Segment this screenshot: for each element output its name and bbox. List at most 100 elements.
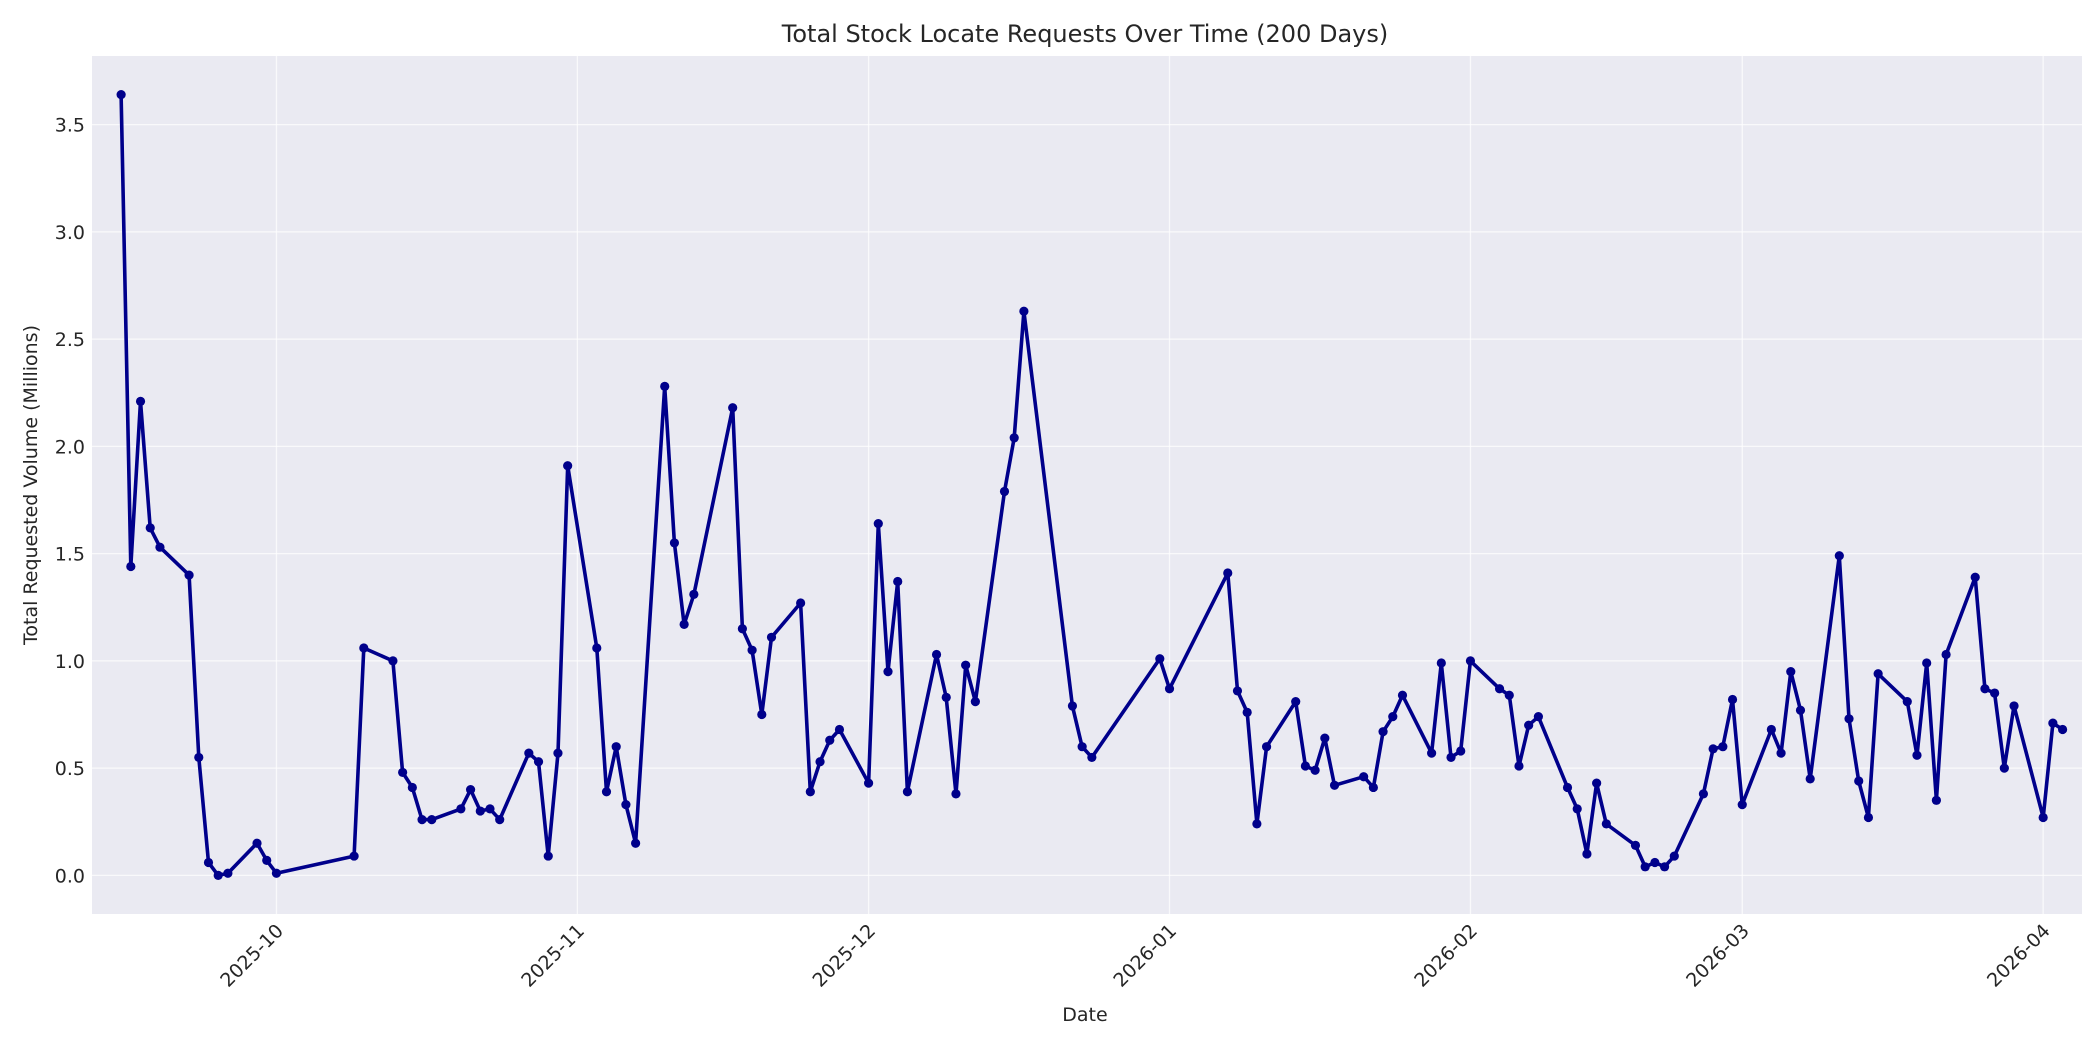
x-tick-label: 2026-03 bbox=[1682, 920, 1754, 992]
x-axis-ticks: 2025-10 2025-11 2025-12 2026-01 2026-02 2026-… bbox=[216, 920, 2054, 992]
chart-title: Total Stock Locate Requests Over Time (2… bbox=[781, 20, 1388, 48]
data-point bbox=[2057, 724, 2068, 735]
data-point bbox=[194, 752, 204, 763]
data-point bbox=[543, 851, 553, 861]
data-point bbox=[1514, 761, 1524, 771]
series-line bbox=[119, 92, 2065, 878]
y-tick-label: 0.0 bbox=[55, 865, 85, 887]
data-point bbox=[427, 815, 437, 825]
data-point bbox=[1805, 774, 1815, 784]
data-point bbox=[252, 838, 262, 848]
data-point bbox=[2048, 718, 2058, 728]
y-tick-label: 2.5 bbox=[55, 329, 85, 351]
data-point bbox=[1359, 772, 1369, 782]
data-point bbox=[1524, 720, 1534, 730]
data-point bbox=[155, 542, 165, 552]
data-point bbox=[1990, 688, 2000, 698]
y-tick-label: 2.0 bbox=[55, 436, 85, 458]
data-point bbox=[126, 561, 136, 572]
data-point bbox=[1630, 840, 1641, 850]
x-tick-label: 2025-11 bbox=[517, 920, 589, 992]
data-point bbox=[766, 632, 777, 642]
data-point bbox=[689, 589, 699, 599]
data-point bbox=[863, 778, 874, 788]
data-point bbox=[203, 857, 214, 868]
data-point bbox=[1999, 763, 2009, 773]
y-tick-label: 3.0 bbox=[55, 222, 85, 244]
data-point bbox=[1776, 748, 1786, 758]
data-point bbox=[1659, 862, 1670, 872]
data-point bbox=[796, 598, 806, 608]
data-point bbox=[970, 697, 980, 707]
data-point bbox=[1378, 727, 1388, 737]
data-point bbox=[456, 804, 466, 814]
series-points bbox=[116, 90, 2068, 880]
data-point bbox=[621, 800, 631, 810]
data-point bbox=[883, 667, 893, 677]
data-point bbox=[1242, 707, 1252, 717]
data-point bbox=[728, 403, 738, 413]
data-point bbox=[1087, 752, 1097, 763]
x-axis-label: Date bbox=[1062, 1004, 1107, 1026]
data-point bbox=[1854, 776, 1864, 786]
data-point bbox=[805, 787, 815, 797]
data-point bbox=[834, 724, 845, 735]
data-point bbox=[601, 787, 612, 797]
y-tick-label: 1.5 bbox=[55, 544, 85, 566]
data-point bbox=[1718, 742, 1728, 752]
data-point bbox=[2038, 812, 2048, 823]
data-point bbox=[737, 624, 747, 634]
data-point bbox=[931, 649, 942, 660]
y-axis-label: Total Requested Volume (Millions) bbox=[20, 325, 42, 646]
data-point bbox=[223, 868, 233, 878]
data-point bbox=[1970, 572, 1980, 582]
data-point bbox=[1261, 742, 1272, 752]
data-point bbox=[941, 692, 951, 702]
data-point bbox=[1562, 782, 1573, 793]
data-point bbox=[1368, 782, 1378, 793]
data-point bbox=[873, 519, 883, 529]
data-point bbox=[417, 815, 427, 825]
data-point bbox=[1766, 724, 1776, 735]
y-axis-ticks: 0.0 0.5 1.0 1.5 2.0 2.5 3.0 3.5 bbox=[55, 115, 85, 888]
data-point bbox=[1708, 744, 1718, 754]
y-tick-label: 3.5 bbox=[55, 115, 85, 137]
data-point bbox=[1912, 750, 1922, 760]
data-point bbox=[1601, 819, 1611, 829]
data-point bbox=[1494, 684, 1505, 694]
data-point bbox=[485, 804, 495, 814]
data-point bbox=[398, 767, 408, 778]
data-point bbox=[592, 643, 602, 653]
data-point bbox=[135, 396, 146, 406]
data-point bbox=[1223, 568, 1233, 578]
data-point bbox=[2009, 701, 2019, 711]
data-point bbox=[388, 656, 398, 666]
data-point bbox=[1320, 733, 1330, 743]
data-point bbox=[524, 748, 534, 758]
data-point bbox=[533, 757, 544, 767]
data-point bbox=[553, 748, 563, 758]
data-point bbox=[145, 523, 155, 533]
data-point bbox=[1572, 804, 1582, 814]
data-point bbox=[669, 538, 680, 548]
data-point bbox=[893, 576, 903, 587]
data-point bbox=[1844, 714, 1854, 724]
data-point bbox=[611, 742, 621, 752]
data-point bbox=[1980, 684, 1990, 694]
data-point bbox=[184, 570, 194, 580]
data-point bbox=[271, 868, 282, 878]
data-point bbox=[1640, 862, 1650, 872]
data-point bbox=[1067, 701, 1078, 711]
data-point bbox=[213, 870, 223, 880]
data-point bbox=[349, 851, 359, 861]
data-point bbox=[1329, 780, 1340, 790]
data-point bbox=[1009, 433, 1019, 443]
data-point bbox=[1232, 686, 1243, 696]
data-point bbox=[1795, 705, 1806, 715]
data-point bbox=[1592, 778, 1602, 788]
data-point bbox=[465, 784, 476, 795]
data-point bbox=[1300, 761, 1311, 771]
x-tick-label: 2026-04 bbox=[1983, 920, 2055, 992]
plot-area bbox=[92, 56, 2082, 914]
data-point bbox=[1164, 684, 1175, 694]
